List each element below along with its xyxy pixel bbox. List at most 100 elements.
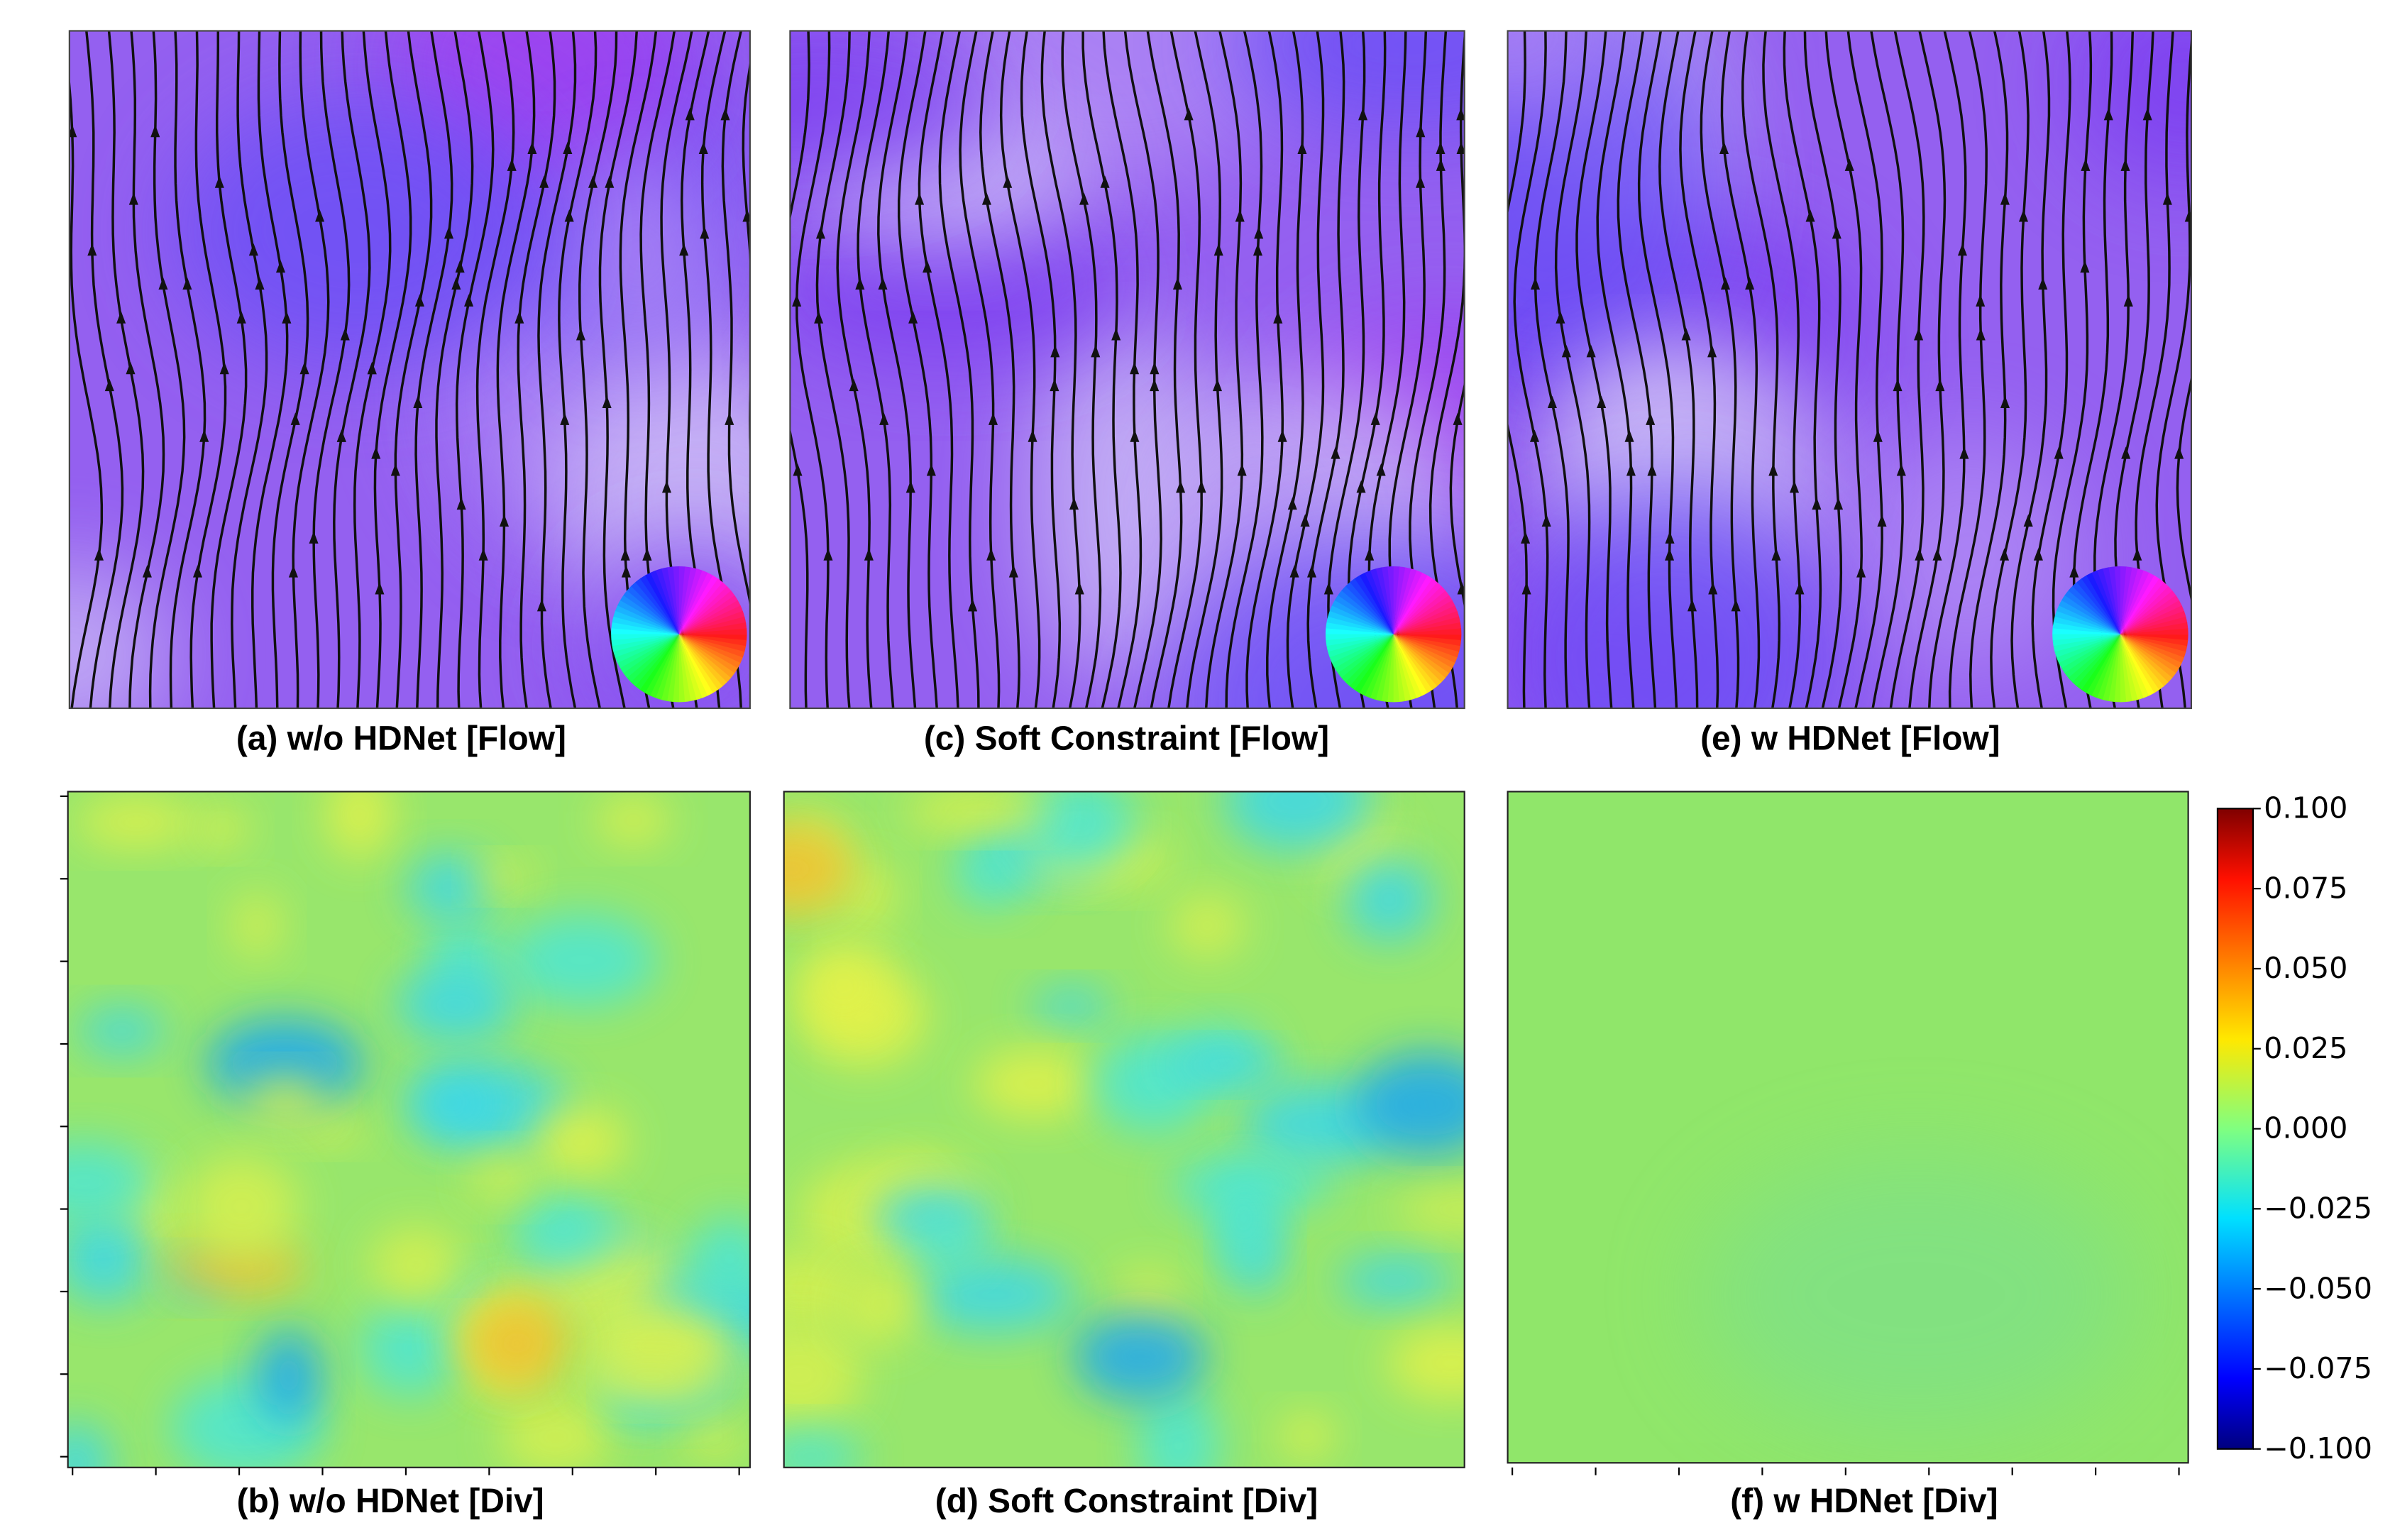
arrow [1959,446,1969,459]
arrow [1665,531,1675,544]
arrow [1323,582,1333,595]
wheel-wedge [678,634,708,698]
caption: (a) w/o HDNet [Flow] [236,720,566,758]
wheel-wedge [2108,566,2120,634]
div-blob [954,841,1026,906]
arrow [2000,192,2010,205]
div-blob [406,853,493,922]
arrow [499,514,509,527]
div-blob [595,797,671,844]
wheel-wedge [1393,634,1455,669]
wheel-wedge [2120,634,2182,669]
arrow [2184,209,2191,222]
arrow [1681,328,1691,341]
arrow [1212,378,1223,392]
arrow [1130,361,1140,375]
div-blob [498,1399,613,1468]
div-blob [513,1192,614,1265]
div-blob [468,1154,535,1201]
wheel-wedge [2120,634,2127,703]
wheel-wedge [631,581,679,634]
wheel-wedge [623,590,679,634]
div-blob [903,791,1055,831]
wheel-wedge [1370,568,1394,634]
wheel-wedge [2120,600,2182,634]
arrow [539,175,549,188]
colorbar-tick-label: 0.100 [2264,791,2347,825]
arrow [371,446,381,459]
arrow [1844,158,1854,171]
arrow [1745,277,1755,290]
wheel-wedge [2120,634,2173,683]
flow-shade [1507,31,1724,384]
wheel-wedge [2120,634,2149,698]
arrow [1370,412,1380,425]
div-blob [1386,1326,1465,1401]
wheel-wedge [2120,628,2188,635]
streamline [1245,31,1284,709]
arrow [336,429,346,442]
streamline [414,31,453,709]
wheel-wedge [1340,634,1394,683]
wheel-wedge [615,634,679,664]
wheel-wedge [1359,572,1394,634]
div-blob [326,791,394,859]
arrow [536,598,546,612]
wheel-wedge [1393,628,1462,635]
arrow [1376,463,1386,476]
arrow [375,582,385,595]
arrow [1252,243,1263,256]
arrow [967,598,978,612]
wheel-wedge [678,634,732,683]
arrow [1932,548,1942,561]
wheel-wedge [617,634,679,669]
arrow [1597,395,1607,409]
wheel-wedge [2120,634,2184,664]
arrow [1530,277,1541,290]
wheel-wedge [1393,622,1462,634]
flow-shade [169,91,554,370]
arrow [69,124,77,138]
streamline [918,31,959,709]
streamline [251,31,289,709]
arrow [315,209,325,222]
arrow [1456,141,1465,155]
arrow [2123,294,2133,307]
arrow [94,548,104,561]
div-blob [231,891,282,959]
wheel-wedge [656,568,679,634]
div-blob [395,967,516,1043]
streamline [795,31,831,709]
colorbar-tick-label: −0.050 [2264,1271,2372,1305]
arrow [2142,107,2152,121]
wheel-wedge [1393,578,1438,634]
arrow [2206,192,2215,204]
wheel-wedge [1393,610,1460,634]
wheel-wedge [678,634,713,696]
arrow [864,548,874,561]
streamline [897,31,938,709]
streamline [394,31,433,709]
div-blob [688,1216,750,1302]
wheel-wedge [611,633,679,640]
wheel-wedge [678,595,739,634]
div-blob [255,1327,323,1424]
wheel-wedge [2072,581,2120,634]
arrow [2174,446,2184,459]
div-panel [1507,791,2188,1463]
wheel-wedge [2054,634,2120,658]
wheel-wedge [1387,566,1394,634]
wheel-wedge [2096,634,2120,700]
div-blob [1344,857,1434,942]
wheel-wedge [2054,610,2120,634]
streamline [1679,31,1719,709]
streamline [979,31,1020,709]
arrow [905,480,915,493]
wheel-wedge [2120,634,2186,659]
streamline [292,31,330,709]
arrow [1050,345,1060,358]
wheel-wedge [1393,634,1411,702]
wheel-wedge [1393,634,1433,693]
arrow [340,328,350,341]
wheel-wedge [678,610,745,634]
